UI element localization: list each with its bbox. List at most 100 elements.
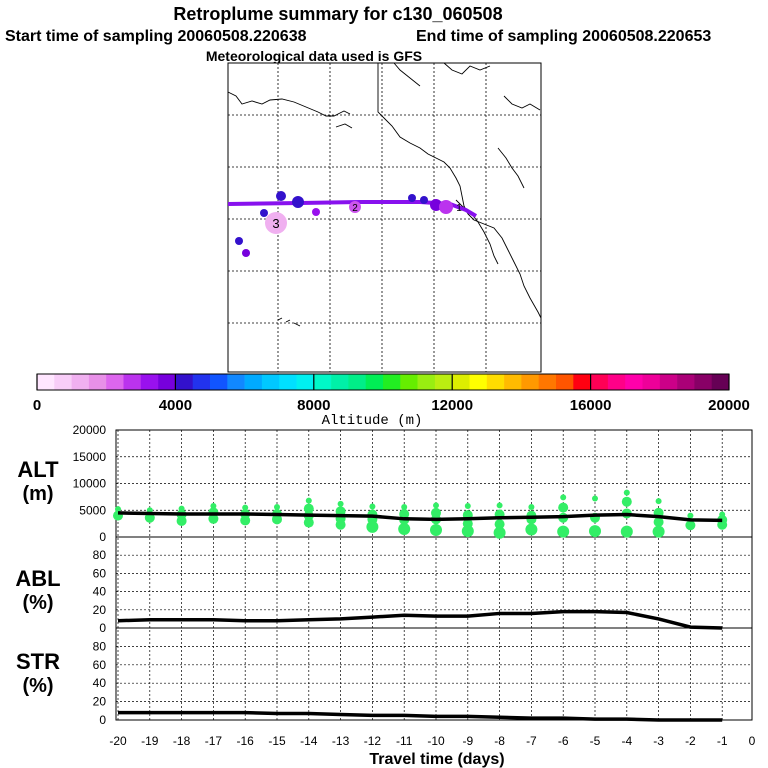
colorbar-tick-label: 4000 — [159, 397, 192, 414]
x-tick-label: 0 — [749, 734, 756, 748]
altitude-point — [560, 494, 567, 501]
colorbar-tick-label: 12000 — [431, 397, 473, 414]
x-tick-label: -5 — [590, 734, 601, 748]
y-tick-label: 0 — [99, 621, 106, 635]
x-tick-label: -7 — [526, 734, 537, 748]
altitude-point — [494, 519, 505, 530]
colorbar-swatch — [140, 374, 159, 390]
altitude-point — [433, 502, 439, 509]
altitude-point — [337, 500, 344, 507]
day-marker-2: 2 — [352, 203, 358, 214]
coastline — [227, 62, 542, 327]
altitude-point — [687, 512, 694, 519]
altitude-point — [210, 502, 217, 509]
map-gridlines — [228, 63, 541, 372]
altitude-point — [496, 502, 503, 509]
alt-mean-line — [117, 511, 723, 523]
altitude-point — [366, 520, 379, 533]
colorbar-tick-label: 8000 — [297, 397, 330, 414]
colorbar-swatch — [677, 374, 695, 390]
abl-unit-label: (%) — [22, 592, 53, 614]
x-tick-label: -9 — [462, 734, 473, 748]
x-tick-label: -15 — [268, 734, 286, 748]
colorbar-swatch — [365, 374, 384, 390]
x-tick-label: -16 — [237, 734, 255, 748]
altitude-point — [303, 517, 314, 528]
colorbar-swatch — [37, 374, 55, 390]
y-tick-label: 5000 — [79, 503, 106, 517]
y-tick-label: 20 — [93, 603, 107, 617]
altitude-point — [621, 496, 632, 507]
str-panel: 0 20 40 60 80 — [93, 639, 752, 727]
altitude-point — [558, 502, 569, 513]
trajectory-map: 1 2 3 — [227, 62, 542, 373]
altitude-point — [717, 519, 728, 530]
colorbar-swatch — [192, 374, 211, 390]
str-unit-label: (%) — [22, 675, 53, 697]
colorbar-swatch — [244, 374, 263, 390]
altitude-point — [653, 517, 664, 528]
abl-panel-label: ABL — [15, 566, 60, 591]
x-axis-ticks: -20 -19 -18 -17 -16 -15 -14 -13 -12 -11 -10 -9 -8 -7-… — [109, 734, 755, 748]
colorbar-swatch — [348, 374, 366, 390]
colorbar-swatch — [106, 374, 124, 390]
colorbar-tick-label: 16000 — [570, 397, 612, 414]
y-tick-label: 60 — [93, 566, 107, 580]
colorbar-swatch — [486, 374, 505, 390]
x-tick-label: -11 — [396, 734, 413, 748]
x-tick-label: -12 — [364, 734, 382, 748]
altitude-point — [115, 506, 121, 513]
alt-panel-label: ALT — [17, 457, 59, 482]
colorbar-swatch — [279, 374, 297, 390]
altitude-point — [305, 497, 312, 504]
y-tick-label: 10000 — [73, 477, 107, 491]
x-tick-label: -3 — [653, 734, 664, 748]
colorbar-swatch — [400, 374, 418, 390]
altitude-point — [620, 525, 633, 538]
abl-line — [117, 609, 723, 630]
colorbar-swatch — [504, 374, 522, 390]
x-tick-label: -6 — [558, 734, 569, 748]
altitude-point — [240, 515, 251, 526]
day-marker-1: 1 — [456, 203, 462, 214]
altitude-point — [242, 504, 249, 511]
colorbar-swatch — [158, 374, 176, 390]
colorbar-tick-label: 20000 — [708, 397, 750, 414]
altitude-point — [369, 503, 376, 510]
altitude-point — [430, 524, 442, 537]
colorbar-swatch — [625, 374, 643, 390]
trajectory-particles — [235, 191, 453, 257]
x-tick-label: -20 — [109, 734, 127, 748]
vertical-gridlines — [117, 430, 723, 720]
x-tick-label: -8 — [494, 734, 505, 748]
y-tick-label: 15000 — [73, 450, 107, 464]
colorbar-swatch — [261, 374, 280, 390]
y-tick-label: 40 — [93, 585, 107, 599]
colorbar-swatch — [296, 374, 315, 390]
figure-title: Retroplume summary for c130_060508 — [173, 4, 502, 24]
x-tick-label: -17 — [205, 734, 223, 748]
colorbar-swatch — [123, 374, 142, 390]
colorbar-swatch — [556, 374, 574, 390]
y-tick-label: 80 — [93, 639, 107, 653]
altitude-point — [525, 523, 538, 536]
altitude-point — [589, 525, 601, 538]
altitude-point — [176, 515, 187, 526]
colorbar-swatch — [71, 374, 90, 390]
colorbar-swatch — [711, 374, 730, 390]
altitude-point — [623, 489, 630, 496]
abl-panel: 0 20 40 60 80 — [93, 548, 752, 635]
colorbar-swatch — [452, 374, 470, 390]
altitude-point — [208, 513, 219, 524]
day-marker-3: 3 — [272, 216, 279, 231]
x-tick-label: -13 — [332, 734, 350, 748]
colorbar-swatch — [659, 374, 678, 390]
altitude-point — [655, 498, 662, 505]
str-panel-label: STR — [16, 649, 60, 674]
colorbar-swatch — [175, 374, 193, 390]
altitude-point — [493, 526, 506, 539]
altitude-point — [461, 525, 474, 538]
alt-unit-label: (m) — [22, 483, 53, 505]
y-tick-label: 20000 — [73, 423, 107, 437]
